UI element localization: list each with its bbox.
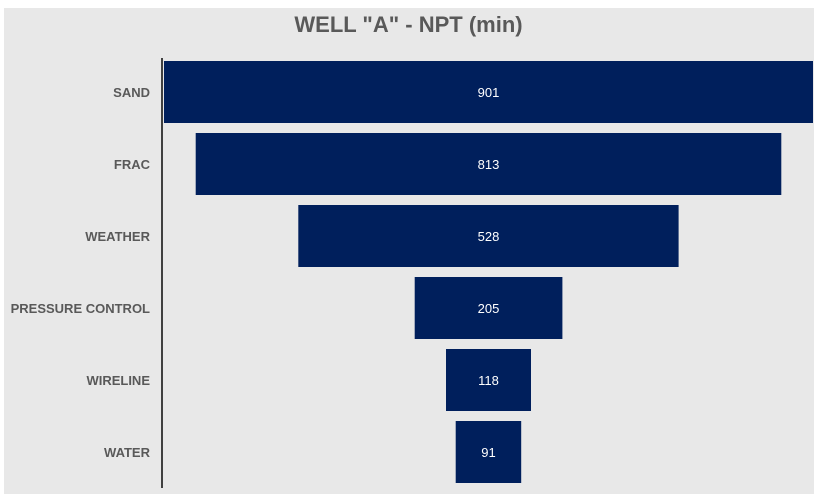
funnel-bar-pressure-control — [414, 277, 563, 339]
category-label: WATER — [104, 445, 151, 460]
data-label: 118 — [478, 373, 499, 388]
funnel-bar-frac — [195, 133, 782, 195]
category-label: FRAC — [114, 157, 151, 172]
category-label: PRESSURE CONTROL — [11, 301, 150, 316]
category-label: SAND — [113, 85, 150, 100]
category-label: WEATHER — [85, 229, 150, 244]
category-label-group: SAND FRAC WEATHER PRESSURE CONTROL WIRELINE W… — [11, 85, 151, 460]
data-label: 205 — [478, 301, 500, 316]
funnel-bar-water — [455, 421, 522, 483]
data-label: 528 — [478, 229, 500, 244]
chart-title: WELL "A" - NPT (min) — [294, 12, 523, 37]
funnel-bar-wireline — [446, 349, 531, 411]
bar-group — [164, 61, 813, 483]
value-label-group: 901 813 528 205 118 91 — [478, 85, 500, 460]
data-label: 901 — [478, 85, 500, 100]
data-label: 91 — [481, 445, 495, 460]
funnel-bar-weather — [298, 205, 679, 267]
funnel-bar-sand — [164, 61, 813, 123]
data-label: 813 — [478, 157, 500, 172]
category-label: WIRELINE — [86, 373, 150, 388]
